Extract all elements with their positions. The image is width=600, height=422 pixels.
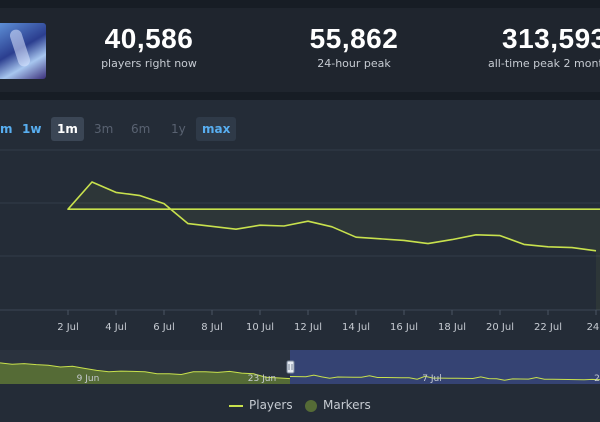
navigator-date-label: 2	[594, 374, 600, 384]
x-tick-label: 22 Jul	[534, 322, 562, 333]
x-tick-label: 24 J	[587, 322, 600, 333]
x-tick-label: 4 Jul	[105, 322, 127, 333]
peak-24h-label: 24-hour peak	[317, 57, 391, 70]
legend-markers-label: Markers	[323, 398, 371, 412]
stats-header	[0, 8, 600, 92]
navigator-history-area	[0, 362, 290, 384]
x-tick-label: 2 Jul	[57, 322, 79, 333]
stat-current-players: 40,586 players right now	[98, 23, 200, 71]
legend-markers[interactable]: Markers	[305, 398, 371, 414]
zoom-button-1w[interactable]: 1w	[22, 122, 42, 136]
zoom-button-partial[interactable]: m	[0, 122, 13, 136]
navigator: 9 Jun 23 Jun 7 Jul 2	[0, 350, 600, 384]
x-tick-label: 12 Jul	[294, 322, 322, 333]
zoom-button-6m: 6m	[131, 122, 151, 136]
section-divider	[0, 92, 600, 100]
zoom-button-1y: 1y	[171, 122, 186, 136]
players-area	[68, 182, 600, 310]
x-tick-label: 16 Jul	[390, 322, 418, 333]
navigator-selected-line	[289, 374, 600, 381]
legend-players-label: Players	[249, 398, 293, 412]
navigator-date-label: 9 Jun	[77, 374, 100, 384]
game-thumbnail[interactable]	[0, 23, 46, 79]
legend-players[interactable]: Players	[229, 398, 293, 414]
navigator-left-handle[interactable]	[286, 360, 295, 374]
stat-24h-peak: 55,862 24-hour peak	[300, 23, 408, 71]
x-tick-label: 6 Jul	[153, 322, 175, 333]
x-tick-label: 20 Jul	[486, 322, 514, 333]
navigator-date-label: 7 Jul	[422, 374, 441, 384]
stat-all-time-peak: 313,593 all-time peak 2 months	[488, 24, 600, 70]
zoom-button-1m[interactable]: 1m	[51, 117, 84, 141]
navigator-history-line	[0, 362, 291, 380]
peak-24h-value: 55,862	[309, 23, 399, 54]
x-tick-label: 18 Jul	[438, 322, 466, 333]
all-time-peak-label: all-time peak 2 months	[488, 57, 600, 70]
current-players-value: 40,586	[104, 23, 194, 54]
page-top-strip	[0, 0, 600, 8]
x-tick-label: 8 Jul	[201, 322, 223, 333]
players-line	[67, 181, 600, 252]
zoom-button-3m: 3m	[94, 122, 114, 136]
navigator-date-label: 23 Jun	[248, 374, 276, 384]
players-legend-line-icon	[229, 404, 243, 407]
all-time-peak-value: 313,593	[502, 24, 600, 54]
zoom-button-max[interactable]: max	[196, 117, 237, 141]
x-tick-label: 10 Jul	[246, 322, 274, 333]
x-tick-label: 14 Jul	[342, 322, 370, 333]
markers-legend-dot-icon	[305, 399, 317, 412]
current-players-label: players right now	[101, 57, 197, 70]
